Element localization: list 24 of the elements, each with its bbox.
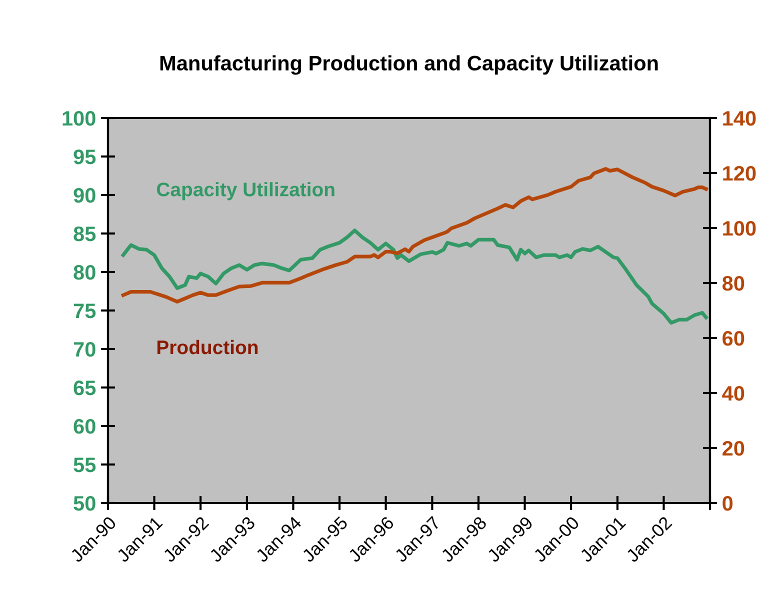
series-label: Capacity Utilization [156,182,334,200]
y-tick-label: 75 [74,304,96,318]
chart-title: Manufacturing Production and Capacity Utilization [160,55,658,75]
line-series [121,228,708,325]
y2-tick-label: 20 [722,441,744,456]
text: Production [157,340,258,354]
y2-tick-label: 80 [722,276,744,291]
y2-tick-label: 0 [722,496,733,511]
y-tick-label: 60 [74,419,96,434]
y-tick-label: 85 [74,226,96,242]
line-series [121,167,708,304]
y-tick-label: 90 [74,188,96,203]
y-tick-label: 95 [74,150,96,164]
y-tick-label: 70 [74,342,96,357]
y-tick-label: 100 [62,111,96,126]
y-tick-label: 80 [74,265,96,280]
y-tick-label: 65 [74,380,96,396]
y2-tick-label: 120 [723,166,756,181]
y-tick-label: 50 [74,496,96,511]
y-tick-label: 55 [74,458,96,472]
y2-tick-label: 40 [722,386,744,401]
y2-tick-label: 140 [723,111,756,126]
y2-tick-label: 100 [723,221,756,236]
y2-tick-label: 60 [722,331,744,346]
